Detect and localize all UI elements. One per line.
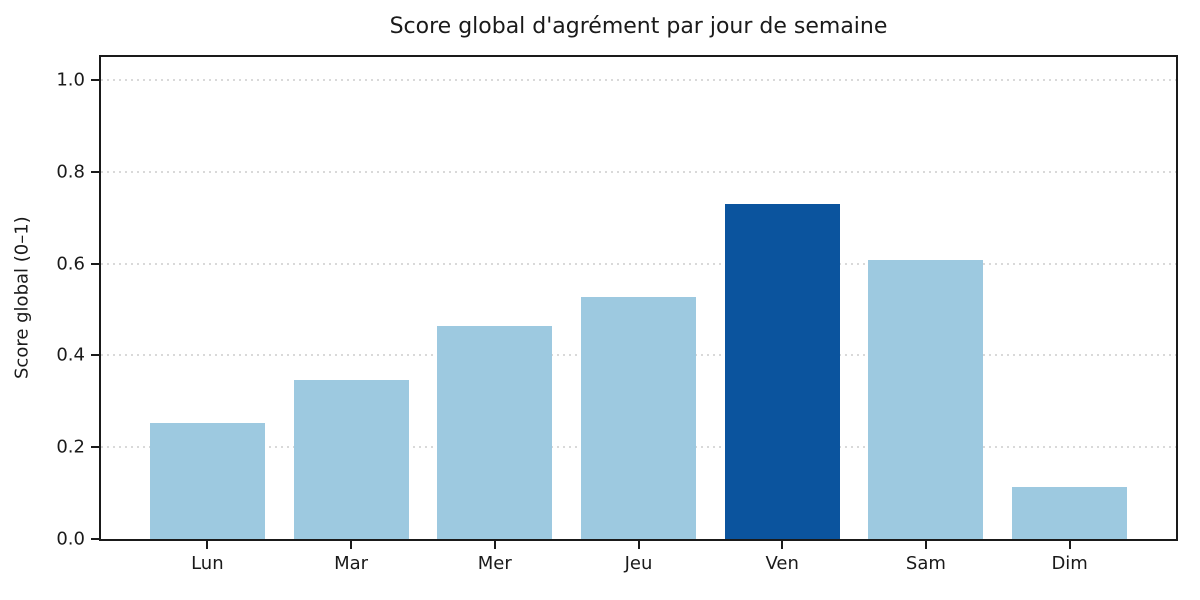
x-tick-label: Dim xyxy=(1051,553,1088,574)
plot-area: 0.0 0.2 0.4 0.6 0.8 1.0 Lun Mar Mer Jeu Ven Sam Dim xyxy=(56,55,1178,574)
y-tick xyxy=(91,446,99,449)
bar-dim xyxy=(1012,486,1128,539)
x-tick xyxy=(206,539,209,549)
bar-ven xyxy=(724,204,840,539)
y-tick xyxy=(91,78,99,81)
y-tick xyxy=(91,538,99,540)
x-tick xyxy=(781,539,784,549)
x-tick-label: Lun xyxy=(191,553,224,574)
y-tick xyxy=(91,262,99,265)
bar-sam xyxy=(868,259,984,539)
gridline xyxy=(101,262,1176,265)
gridline xyxy=(101,78,1176,81)
bar-lun xyxy=(149,422,265,539)
x-tick-label: Jeu xyxy=(624,553,653,574)
y-tick xyxy=(91,354,99,357)
x-tick xyxy=(924,539,927,549)
y-tick-label: 0.0 xyxy=(56,528,85,550)
bar-mar xyxy=(293,380,409,539)
gridline xyxy=(101,170,1176,173)
x-tick xyxy=(1068,539,1071,549)
y-axis-label: Score global (0–1) xyxy=(11,216,33,380)
y-tick-label: 1.0 xyxy=(56,69,85,91)
x-tick xyxy=(637,539,640,549)
x-tick-label: Mer xyxy=(477,553,512,574)
x-tick xyxy=(350,539,353,549)
x-tick-label: Mar xyxy=(334,553,369,574)
x-tick-label: Ven xyxy=(765,553,799,574)
y-tick xyxy=(91,170,99,173)
bar-mer xyxy=(437,325,553,539)
chart-title: Score global d'agrément par jour de sema… xyxy=(389,14,888,39)
y-tick-label: 0.4 xyxy=(56,344,85,366)
bar-jeu xyxy=(581,297,696,539)
y-tick-label: 0.8 xyxy=(56,161,85,183)
x-tick-label: Sam xyxy=(905,553,946,574)
x-tick xyxy=(493,539,496,549)
y-tick-label: 0.2 xyxy=(56,436,85,458)
y-tick-label: 0.6 xyxy=(56,253,85,275)
